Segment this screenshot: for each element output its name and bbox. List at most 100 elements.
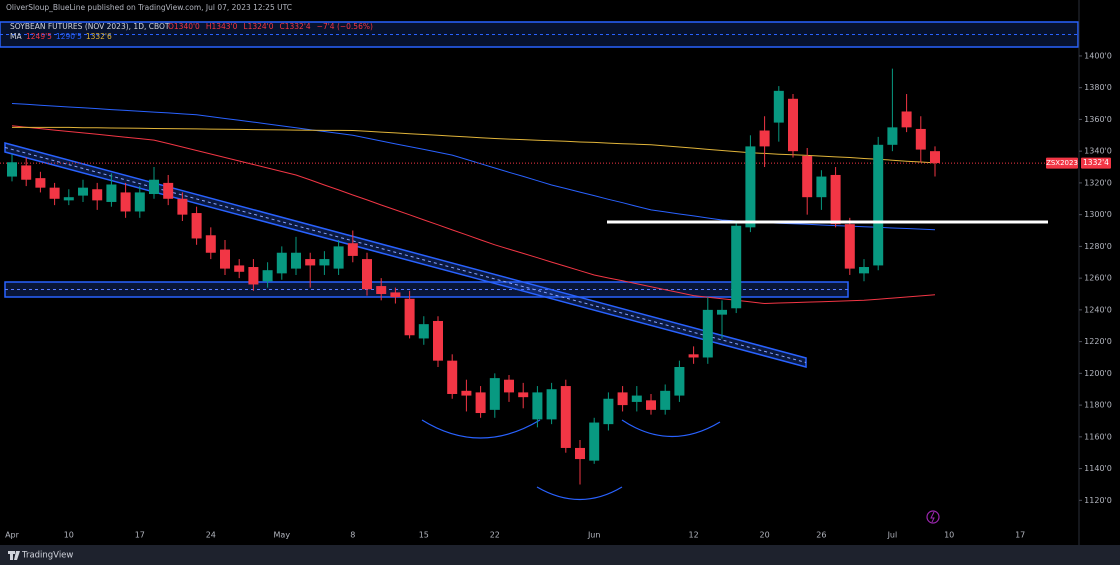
logo	[8, 551, 20, 560]
candle-body	[248, 267, 259, 285]
candle-body	[589, 422, 600, 461]
x-tick-label: 10	[64, 531, 74, 540]
candle-body	[433, 320, 443, 361]
candle-body	[35, 178, 46, 188]
y-tick-label: 1220'0	[1084, 337, 1112, 346]
x-tick-label: Jul	[887, 531, 898, 540]
y-tick-label: 1120'0	[1084, 496, 1112, 505]
ohlc-value: −7'4 (−0.56%)	[317, 22, 373, 31]
x-tick-label: 26	[816, 531, 826, 540]
y-tick-label: 1360'0	[1084, 115, 1112, 124]
y-tick-label: 1300'0	[1084, 210, 1112, 219]
candle-body	[702, 309, 713, 358]
candle-body	[518, 392, 529, 398]
y-tick-label: 1320'0	[1084, 178, 1112, 187]
candle-body	[404, 298, 415, 336]
ohlc-value: L1324'0	[243, 22, 273, 31]
candle-body	[447, 360, 458, 394]
x-tick-label: May	[274, 531, 291, 540]
x-tick-label: 8	[350, 531, 355, 540]
ohlc-legend: O1340'0 H1343'0 L1324'0 C1332'4 −7'4 (−0.56%…	[168, 22, 373, 31]
candle-body	[759, 130, 770, 147]
candle-body	[418, 324, 429, 339]
candle-body	[92, 189, 103, 201]
candle-body	[859, 267, 869, 274]
candle-body	[660, 390, 671, 410]
ma-label: MA	[10, 32, 22, 41]
candle-body	[575, 447, 585, 460]
candle-body	[220, 249, 230, 269]
candle-body	[830, 174, 841, 225]
plot	[0, 68, 1078, 485]
x-tick-label: 17	[135, 531, 145, 540]
byline: OliverSloup_BlueLine published on Tradin…	[6, 3, 292, 12]
y-tick-label: 1260'0	[1084, 274, 1112, 283]
arc	[536, 486, 623, 501]
candle-body	[674, 367, 685, 396]
symbol: SOYBEAN FUTURES (NOV 2023), 1D, CBOT	[10, 22, 170, 31]
x-tick-label: 20	[760, 531, 770, 540]
candle-body	[475, 392, 486, 414]
candle-body	[276, 252, 287, 274]
candle-body	[546, 389, 557, 420]
candle-body	[7, 162, 17, 177]
candle-body	[731, 225, 742, 309]
candle-body	[915, 128, 926, 150]
candle-body	[49, 187, 60, 199]
channel-mid	[4, 147, 807, 363]
candle-body	[205, 235, 216, 253]
x-tick-label: 10	[944, 531, 954, 540]
x-tick-label: Apr	[5, 531, 20, 540]
candle-body	[504, 379, 514, 393]
candle-body	[532, 392, 543, 420]
ma-value: 1290'5	[56, 32, 82, 41]
candle-body	[617, 392, 628, 406]
candle-body	[887, 127, 898, 145]
ohlc-value: C1332'4	[280, 22, 311, 31]
brand: TradingView	[21, 551, 73, 561]
candle-body	[163, 182, 174, 199]
ohlc-value: H1343'0	[206, 22, 238, 31]
footer	[0, 545, 1120, 565]
candle-body	[788, 98, 798, 152]
candle-body	[134, 192, 145, 212]
y-tick-label: 1240'0	[1084, 305, 1112, 314]
candle-body	[319, 259, 330, 266]
candle-body	[873, 144, 884, 266]
candle-body	[63, 197, 74, 201]
candle-body	[149, 179, 159, 195]
x-tick-label: 17	[1015, 531, 1025, 540]
candle-body	[773, 90, 784, 123]
candle-body	[646, 400, 656, 410]
candle-body	[930, 151, 940, 164]
candle-body	[21, 165, 32, 180]
event-icon	[926, 510, 940, 524]
zone	[0, 21, 1079, 48]
y-tick-label: 1160'0	[1084, 432, 1112, 441]
candle-body	[461, 390, 472, 396]
x-tick-label: 15	[419, 531, 429, 540]
y-tick-label: 1340'0	[1084, 147, 1112, 156]
candle-body	[745, 146, 756, 228]
candle-body	[347, 243, 358, 256]
x-tick-label: Jun	[587, 531, 601, 540]
y-tick-label: 1180'0	[1084, 401, 1112, 410]
y-tick-label: 1400'0	[1084, 51, 1112, 60]
candle-body	[376, 286, 387, 294]
ma-value: 1332'6	[86, 32, 112, 41]
candle-body	[844, 224, 855, 269]
candle-body	[603, 398, 614, 425]
ma-line	[11, 125, 936, 305]
symbol-tag: ZSX2023	[1046, 159, 1078, 167]
candle-body	[106, 184, 117, 202]
candle-body	[688, 354, 699, 358]
symbol-tag-box	[1046, 157, 1078, 169]
candle-body	[262, 270, 273, 282]
candle-body	[305, 259, 316, 266]
last-price-box	[1081, 157, 1111, 169]
x-tick-label: 12	[689, 531, 699, 540]
y-tick-label: 1140'0	[1084, 464, 1112, 473]
y-tick-label: 1280'0	[1084, 242, 1112, 251]
last-price-label: 1332'4	[1083, 158, 1109, 167]
candle-body	[362, 259, 372, 290]
